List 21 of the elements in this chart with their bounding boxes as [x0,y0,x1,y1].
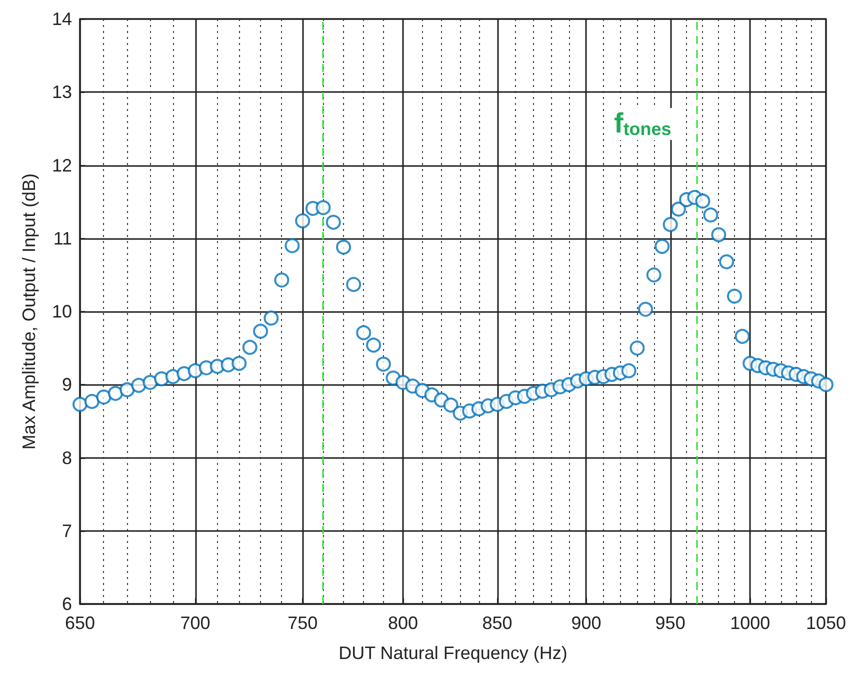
y-tick-label: 12 [52,155,72,176]
x-tick-label: 900 [571,613,602,633]
x-tick-label: 700 [180,613,210,633]
y-tick-label: 13 [52,82,72,102]
x-tick-label: 650 [64,613,96,633]
y-tick-label: 9 [62,374,72,395]
y-tick-label: 8 [62,448,72,468]
x-tick-label: 950 [655,613,686,633]
y-tick-label: 11 [53,228,72,248]
x-tick-label: 1050 [806,613,846,633]
y-tick-label: 14 [52,9,72,29]
y-tick-label: 7 [62,520,72,541]
annotation: ftones [614,108,672,139]
x-tick-label: 1000 [730,613,770,633]
x-axis-title: DUT Natural Frequency (Hz) [338,643,568,663]
y-tick-label: 10 [52,302,72,322]
x-tick-label: 850 [482,613,512,633]
x-tick-label: 750 [288,613,318,633]
x-tick-label: 800 [388,613,418,633]
y-axis-title: Max Amplitude, Output / Input (dB) [19,173,39,450]
y-tick-label: 6 [62,594,72,614]
